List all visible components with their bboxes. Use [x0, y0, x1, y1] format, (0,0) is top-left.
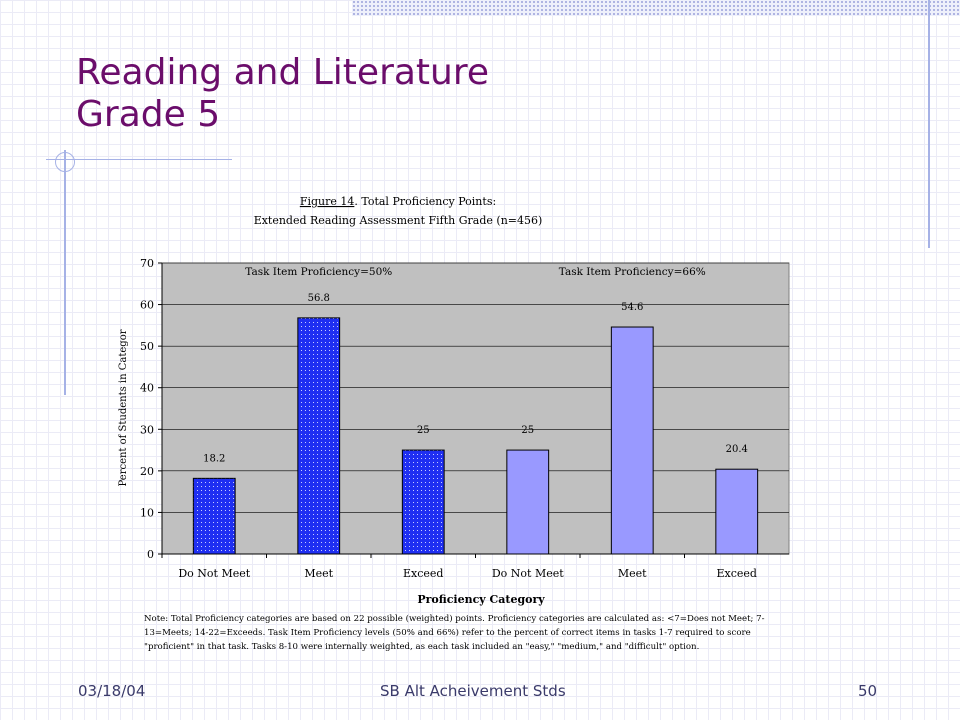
- y-tick-label: 70: [140, 257, 154, 270]
- bar: [297, 317, 341, 555]
- slide-title-line1: Reading and Literature: [76, 52, 490, 93]
- bar: [401, 449, 445, 555]
- y-axis-label: Percent of Students in Categor: [118, 329, 129, 486]
- data-label: 18.2: [203, 453, 225, 464]
- group-label: Task Item Proficiency=66%: [559, 266, 706, 278]
- x-tick-label: Do Not Meet: [178, 567, 250, 580]
- x-tick-label: Meet: [304, 567, 333, 580]
- chart-title-rest: . Total Proficiency Points:: [354, 195, 496, 208]
- y-tick-label: 40: [140, 382, 154, 395]
- chart-container: Figure 14. Total Proficiency Points: Ext…: [108, 185, 796, 660]
- slide-title: Reading and Literature Grade 5: [76, 52, 489, 136]
- slide-title-line2: Grade 5: [76, 94, 221, 135]
- y-tick-label: 10: [140, 506, 154, 519]
- chart-note: Note: Total Proficiency categories are b…: [144, 614, 765, 652]
- decorative-circle: [55, 152, 75, 172]
- plot-area: 0 10 20 30 40 50 60 70 18.2 Do Not Meet 56.8 Meet 25…: [140, 257, 790, 580]
- chart-title-line1: Figure 14. Total Proficiency Points:: [300, 195, 496, 208]
- group-label: Task Item Proficiency=50%: [245, 266, 392, 278]
- data-label: 20.4: [726, 444, 748, 455]
- y-tick-label: 20: [140, 465, 154, 478]
- y-tick-label: 0: [147, 548, 154, 561]
- decorative-horizontal-line: [46, 159, 232, 160]
- x-tick-label: Meet: [618, 567, 647, 580]
- data-label: 25: [417, 425, 430, 436]
- chart-title-line2: Extended Reading Assessment Fifth Grade …: [254, 214, 543, 227]
- bar: [506, 449, 550, 555]
- x-tick-label: Exceed: [403, 567, 443, 580]
- plot-background: [161, 262, 790, 555]
- footer-date: 03/18/04: [78, 682, 146, 700]
- bar-chart: Figure 14. Total Proficiency Points: Ext…: [118, 195, 790, 606]
- bar: [610, 326, 654, 555]
- footer-title: SB Alt Acheivement Stds: [380, 682, 566, 700]
- data-label: 25: [521, 425, 534, 436]
- chart-title-figure: Figure 14: [300, 195, 355, 208]
- x-tick-label: Do Not Meet: [492, 567, 564, 580]
- y-tick-label: 50: [140, 340, 154, 353]
- y-tick-label: 30: [140, 423, 154, 436]
- decorative-left-line: [64, 150, 66, 395]
- bar: [715, 468, 759, 555]
- data-label: 56.8: [308, 293, 330, 304]
- x-tick-label: Exceed: [717, 567, 757, 580]
- bar: [192, 477, 236, 555]
- data-label: 54.6: [621, 302, 643, 313]
- x-axis-label: Proficiency Category: [417, 593, 545, 606]
- decorative-header-band: [352, 0, 960, 16]
- y-tick-label: 60: [140, 299, 154, 312]
- decorative-vertical-line: [928, 0, 930, 248]
- footer-page-number: 50: [858, 682, 878, 700]
